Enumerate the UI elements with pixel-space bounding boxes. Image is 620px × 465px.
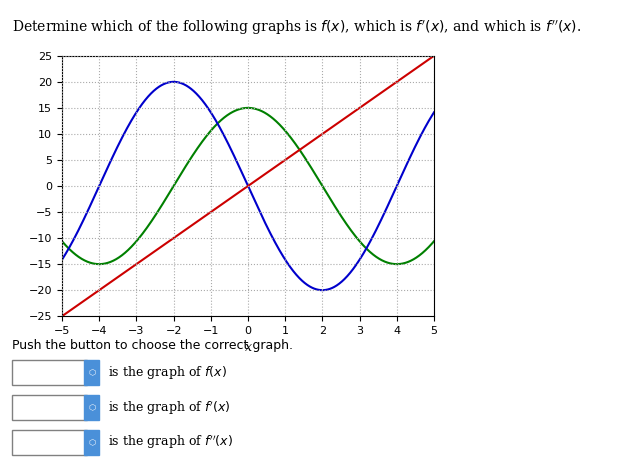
FancyBboxPatch shape — [84, 430, 99, 455]
Text: Determine which of the following graphs is $f\left(x\right)$, which is $f'\left(: Determine which of the following graphs … — [12, 19, 582, 37]
Text: is the graph of $f'\left(x\right)$: is the graph of $f'\left(x\right)$ — [108, 399, 231, 417]
Text: is the graph of $f\left(x\right)$: is the graph of $f\left(x\right)$ — [108, 365, 228, 381]
FancyBboxPatch shape — [84, 360, 99, 385]
Text: is the graph of $f''\left(x\right)$: is the graph of $f''\left(x\right)$ — [108, 434, 234, 452]
FancyBboxPatch shape — [12, 360, 87, 385]
Text: Push the button to choose the correct graph.: Push the button to choose the correct gr… — [12, 339, 293, 352]
FancyBboxPatch shape — [84, 395, 99, 420]
FancyBboxPatch shape — [12, 430, 87, 455]
Text: ⬡: ⬡ — [88, 368, 95, 378]
X-axis label: x: x — [244, 341, 252, 354]
Text: ⬡: ⬡ — [88, 438, 95, 447]
FancyBboxPatch shape — [12, 395, 87, 420]
Text: ⬡: ⬡ — [88, 403, 95, 412]
